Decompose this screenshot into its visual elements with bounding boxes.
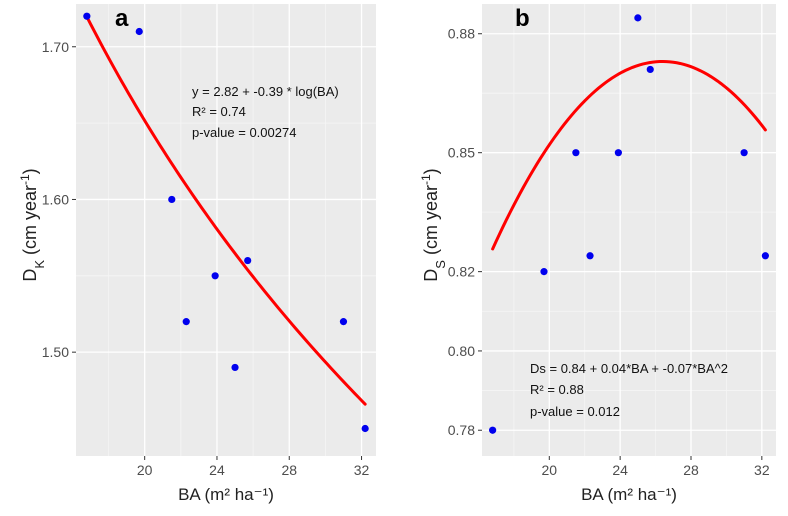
y-tick-label: 0.80 bbox=[448, 343, 475, 359]
y-axis-title-unit: (cm year bbox=[421, 185, 441, 260]
y-tick-label: 0.82 bbox=[448, 264, 475, 280]
annotation-line: R² = 0.88 bbox=[530, 382, 584, 397]
y-tick-label: 0.85 bbox=[448, 145, 475, 161]
data-point bbox=[761, 252, 769, 260]
y-axis-title: DK (cm year-1) bbox=[18, 168, 47, 281]
y-axis-title-main: D bbox=[20, 269, 40, 282]
y-tick-label: 1.60 bbox=[42, 191, 69, 207]
x-tick-label: 20 bbox=[137, 462, 153, 478]
x-tick-label: 28 bbox=[683, 462, 699, 478]
y-axis-title-main: D bbox=[421, 269, 441, 282]
x-tick-label: 32 bbox=[354, 462, 370, 478]
annotation-line: Ds = 0.84 + 0.04*BA + -0.07*BA^2 bbox=[530, 361, 728, 376]
data-point bbox=[135, 27, 143, 36]
panel-a: 20 24 28 32 1.50 1.60 1.70 y = 2.82 + -0.39 * l… bbox=[18, 4, 376, 504]
y-axis-title-close: ) bbox=[20, 168, 40, 174]
data-point bbox=[614, 149, 622, 157]
data-point bbox=[339, 318, 348, 326]
y-tick-label: 1.50 bbox=[42, 344, 69, 360]
annotation-line: y = 2.82 + -0.39 * log(BA) bbox=[192, 84, 339, 99]
data-point bbox=[211, 272, 219, 280]
fit-curve bbox=[85, 15, 367, 406]
x-axis-title: BA (m² ha⁻¹) bbox=[178, 485, 274, 504]
annotation-line: p-value = 0.00274 bbox=[192, 125, 296, 140]
data-point bbox=[572, 149, 580, 157]
data-point bbox=[231, 363, 239, 372]
data-point bbox=[182, 318, 190, 326]
x-tick-label: 24 bbox=[209, 462, 225, 478]
data-point bbox=[646, 65, 654, 74]
panel-label: a bbox=[115, 5, 129, 32]
data-point bbox=[244, 256, 252, 265]
x-tick-label: 32 bbox=[754, 462, 770, 478]
plot-background bbox=[76, 4, 376, 456]
data-point bbox=[168, 195, 176, 204]
y-tick-label: 0.78 bbox=[448, 422, 475, 438]
panel-label: b bbox=[515, 5, 530, 32]
data-point bbox=[540, 268, 548, 276]
plot-background bbox=[482, 4, 776, 456]
data-point bbox=[489, 426, 497, 434]
x-tick-label: 28 bbox=[281, 462, 297, 478]
y-axis-title-close: ) bbox=[421, 168, 441, 174]
data-point bbox=[740, 149, 748, 157]
data-point bbox=[634, 14, 642, 22]
data-point bbox=[586, 252, 594, 260]
data-point bbox=[361, 424, 369, 433]
panel-b: 20 24 28 32 0.78 0.80 0.82 0.85 0.88 Ds = 0.84 + … bbox=[419, 4, 776, 504]
x-tick-label: 20 bbox=[542, 462, 558, 478]
fit-curve bbox=[491, 59, 767, 251]
y-axis-title-unit: (cm year bbox=[20, 185, 40, 260]
annotation-line: R² = 0.74 bbox=[192, 104, 246, 119]
data-point bbox=[83, 12, 91, 20]
y-axis-title-sub: S bbox=[433, 260, 448, 269]
y-axis-title: DS (cm year-1) bbox=[419, 168, 448, 281]
x-axis-title: BA (m² ha⁻¹) bbox=[581, 485, 677, 504]
x-tick-label: 24 bbox=[612, 462, 628, 478]
y-tick-label: 0.88 bbox=[448, 26, 475, 42]
y-axis-title-sub: K bbox=[32, 260, 47, 269]
y-axis-title-exp: -1 bbox=[419, 174, 433, 185]
annotation-line: p-value = 0.012 bbox=[530, 404, 620, 419]
y-tick-label: 1.70 bbox=[42, 39, 69, 55]
y-axis-title-exp: -1 bbox=[18, 174, 32, 185]
